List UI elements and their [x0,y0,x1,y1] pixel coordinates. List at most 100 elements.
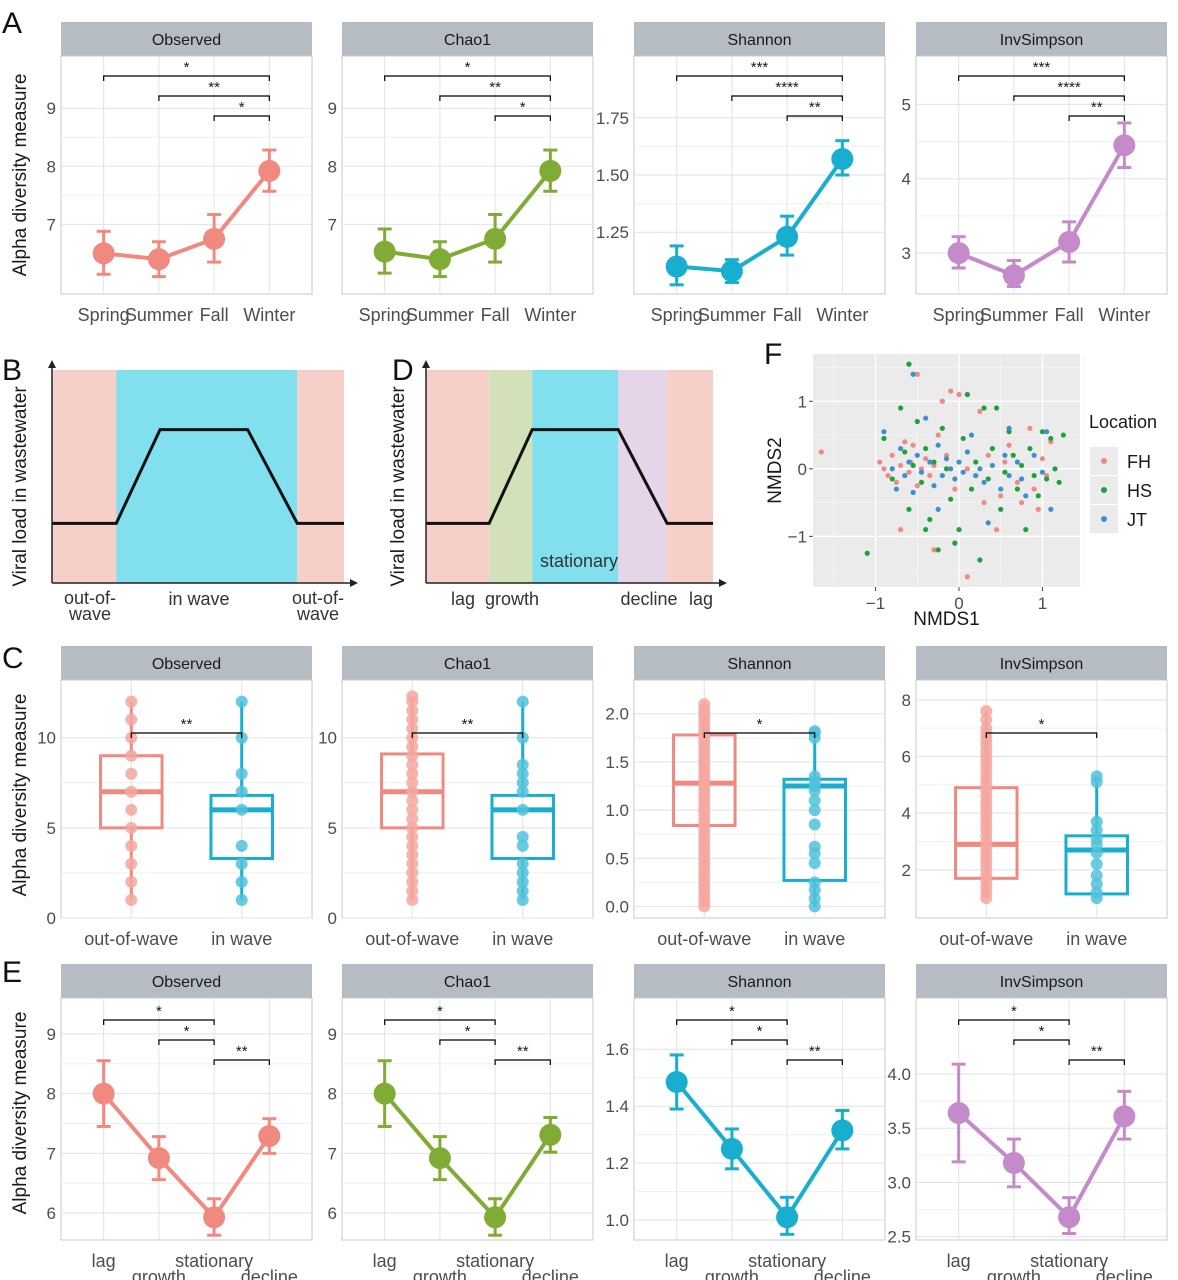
data-point [1090,815,1103,828]
scatter-point [923,456,929,462]
significance-bracket: ** [786,1043,843,1065]
data-point [516,830,529,843]
scatter-point [877,459,883,465]
scatter-point [964,449,970,455]
scatter-point [939,472,945,479]
bracket-line [158,95,270,101]
scatter-point [935,432,941,438]
bracket-line [703,732,816,738]
bracket-line [731,95,843,101]
facet-title: Observed [152,32,221,49]
facet-strip [342,22,593,56]
data-point [235,803,248,816]
data-point [125,875,138,888]
bracket-line [786,1059,843,1065]
significance-bracket: ** [411,716,524,738]
scatter-point [881,466,887,472]
significance-label: ** [809,99,821,116]
x-tick-label: decline [522,1267,579,1280]
scatter-point [918,469,925,475]
data-point [1090,886,1103,899]
significance-bracket: * [676,1003,788,1025]
legend: Location FH HS JT [1089,412,1157,533]
mean-point [203,227,226,250]
x-tick-label: stationary [175,1251,253,1271]
phase-label: lag [451,589,475,609]
data-point [1090,869,1103,882]
box-in-wave [782,725,847,913]
scatter-point [935,442,941,448]
data-point [1090,846,1103,859]
point-winter [539,148,562,193]
significance-bracket: * [384,1003,496,1025]
data-point [125,749,138,762]
significance-label: ** [517,1043,529,1060]
x-tick-label: growth [987,1267,1041,1280]
point-decline [831,1108,854,1151]
point-decline [258,1117,281,1155]
mean-point [665,1070,688,1093]
data-point [406,749,419,762]
scatter-point [1018,499,1025,506]
scatter-point [923,445,929,452]
scatter-point [989,445,995,452]
point-winter [258,148,281,193]
point-summer [1002,259,1025,289]
scatter-point [931,459,937,465]
bracket-line [130,732,243,738]
bracket-line [384,75,551,81]
scatter-point [1048,506,1054,512]
diagram-d: Viral load in wastewater lag growthstation… [388,360,727,609]
scatter-point [989,462,995,469]
scatter-point [927,459,933,465]
scatter-point [1002,452,1008,458]
data-point [406,893,419,906]
x-tick-label: in wave [211,929,272,949]
phase-region [297,370,344,583]
data-point [406,740,419,753]
phase-label: out-of- [64,588,116,608]
box-out-of-wave [954,705,1019,905]
scatter-point [964,466,970,472]
scatter-point [993,526,1000,533]
scatter-point [1031,472,1037,479]
mean-point [831,1119,854,1142]
x-tick-label: out-of-wave [939,929,1033,949]
scatter-point [935,506,941,512]
mean-point [147,248,170,271]
significance-label: * [465,59,471,76]
point-growth [147,1135,170,1182]
data-point [516,767,529,780]
scatter-point [1060,432,1066,438]
point-lag [92,1059,115,1128]
data-point [406,713,419,726]
scatter-point [960,469,966,475]
scatter-point [906,469,912,475]
box-out-of-wave [380,690,445,906]
significance-label: * [1011,1003,1017,1020]
y-tick-label: 8 [328,157,337,176]
facet-strip [916,646,1167,680]
scatter-point [985,476,991,482]
legend-label: FH [1127,452,1151,472]
mean-point [720,1137,743,1160]
x-tick-label: growth [132,1267,186,1280]
bracket-line [676,75,843,81]
scatter-point [914,418,920,425]
facet-title: Chao1 [444,656,491,673]
legend-label: HS [1127,481,1152,501]
significance-bracket: * [213,99,270,121]
mean-point [373,240,396,263]
scatter-point [952,486,958,492]
point-lag [947,1062,970,1164]
y-axis-arrow [48,360,56,368]
y-tick-label: 1.25 [596,223,629,242]
scatter-point [898,462,904,469]
point-growth [720,1127,743,1171]
bracket-line [411,732,524,738]
y-tick-label: 10 [318,729,337,748]
significance-label: * [465,1023,471,1040]
significance-label: * [1039,716,1045,733]
mean-line [103,169,271,262]
